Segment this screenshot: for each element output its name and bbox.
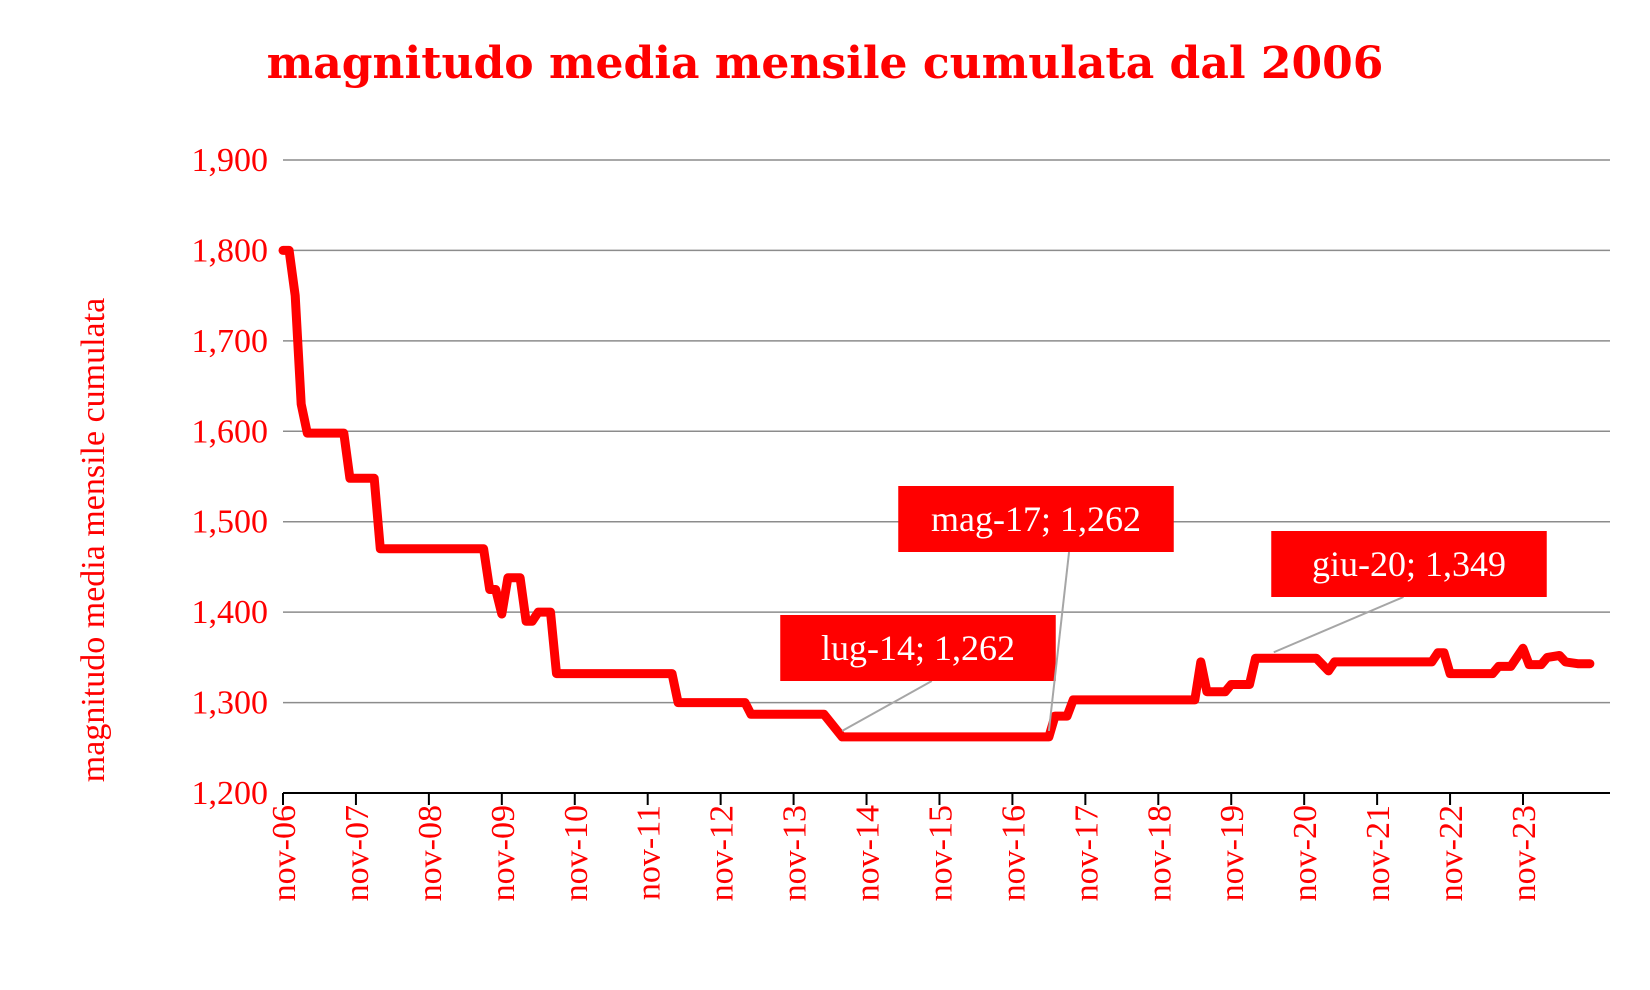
data-label: giu-20; 1,349	[1271, 531, 1547, 654]
data-label-box	[898, 486, 1174, 552]
x-tick-label: nov-07	[339, 805, 376, 901]
y-tick-label: 1,200	[192, 775, 269, 812]
x-tick-label: nov-17	[1068, 805, 1105, 901]
series-line	[278, 245, 1595, 742]
y-tick-label: 1,700	[192, 323, 269, 360]
x-tick-label: nov-16	[995, 805, 1032, 901]
x-tick-label: nov-14	[850, 805, 887, 901]
data-label-box	[780, 615, 1056, 681]
x-tick-label: nov-06	[266, 805, 303, 901]
x-tick-label: nov-23	[1506, 805, 1543, 901]
leader-line	[1047, 551, 1071, 732]
series-layer	[278, 245, 1595, 742]
x-tick-label: nov-21	[1360, 805, 1397, 901]
x-tick-label: nov-13	[777, 805, 814, 901]
leader-line	[1273, 596, 1404, 654]
annotations: lug-14; 1,262 mag-17; 1,262 giu-20; 1,349	[780, 486, 1547, 732]
y-tick-label: 1,300	[192, 685, 269, 722]
y-tick-labels: 1,200 1,300 1,400 1,500 1,600 1,700 1,800 1,900	[192, 142, 269, 812]
x-tick-label: nov-10	[558, 805, 595, 901]
data-label-box	[1271, 531, 1547, 597]
chart-title: magnitudo media mensile cumulata dal 200…	[266, 38, 1384, 89]
x-tick-label: nov-12	[704, 805, 741, 901]
x-tick-label: nov-11	[631, 805, 668, 900]
x-tick-label: nov-15	[922, 805, 959, 901]
x-tick-label: nov-09	[485, 805, 522, 901]
y-tick-label: 1,400	[192, 594, 269, 631]
data-label-text: giu-20; 1,349	[1312, 544, 1506, 584]
x-tick-label: nov-18	[1141, 805, 1178, 901]
y-axis-label: magnitudo media mensile cumulata	[75, 298, 112, 782]
x-tick-label: nov-19	[1214, 805, 1251, 901]
data-label-text: lug-14; 1,262	[821, 628, 1015, 668]
data-label: lug-14; 1,262	[780, 615, 1056, 732]
x-tick-label: nov-20	[1287, 805, 1324, 901]
leader-line	[841, 680, 933, 732]
y-tick-label: 1,600	[192, 413, 269, 450]
y-tick-label: 1,800	[192, 232, 269, 269]
x-tick-label: nov-22	[1433, 805, 1470, 901]
y-tick-label: 1,900	[192, 142, 269, 179]
x-tick-label: nov-08	[412, 805, 449, 901]
axes	[282, 792, 1610, 805]
data-label-text: mag-17; 1,262	[931, 499, 1141, 539]
x-tick-labels: nov-06 nov-07 nov-08 nov-09 nov-10 nov-11 nov-…	[266, 805, 1543, 901]
data-label: mag-17; 1,262	[898, 486, 1174, 732]
y-tick-label: 1,500	[192, 504, 269, 541]
